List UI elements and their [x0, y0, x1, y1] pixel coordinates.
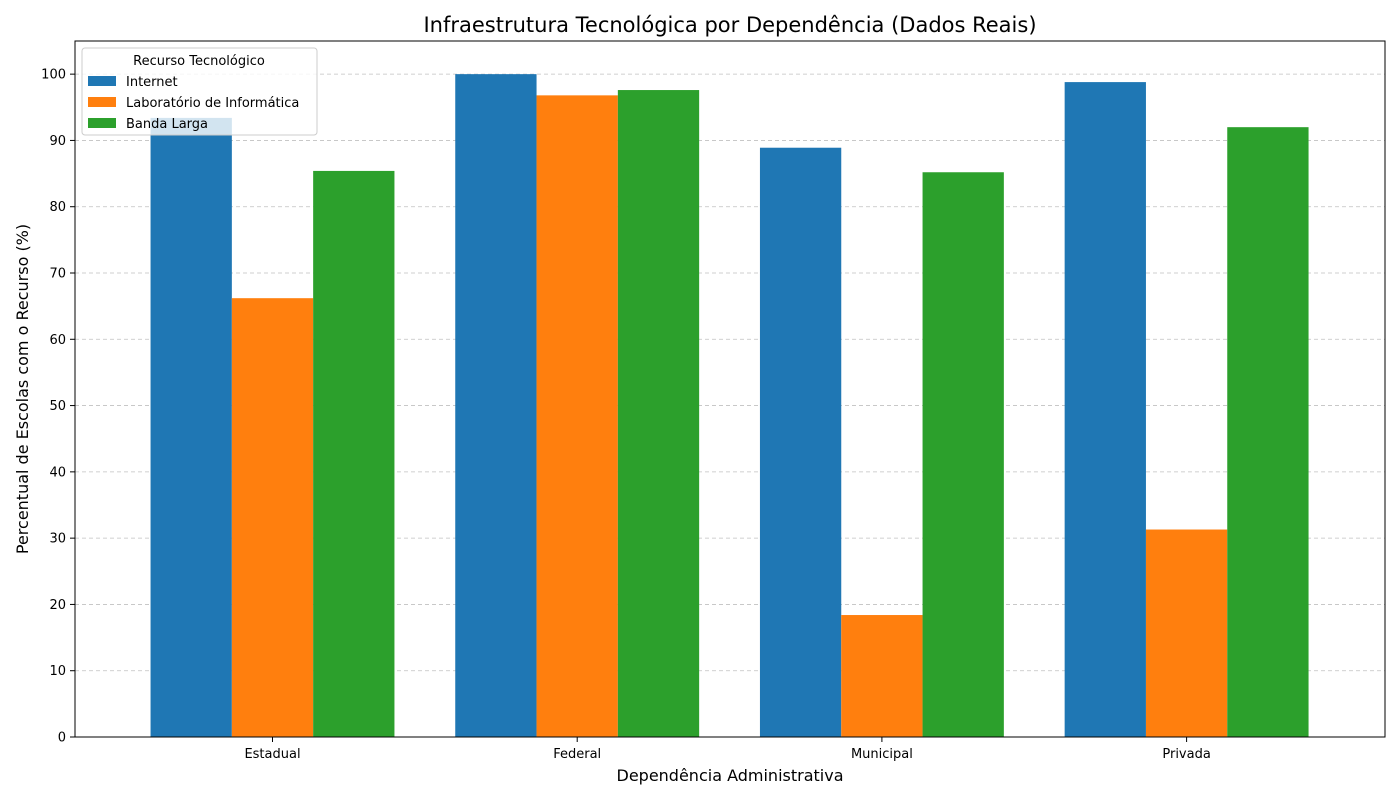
bar-municipal-2: [841, 615, 923, 737]
bar-federal-2: [536, 95, 618, 737]
legend-entry: Laboratório de Informática: [126, 96, 299, 111]
bar-federal-1: [455, 74, 537, 737]
legend-entry: Banda Larga: [126, 117, 208, 132]
bar-estadual-2: [231, 298, 314, 737]
y-tick-label: 70: [49, 267, 66, 282]
legend-entry: Internet: [126, 75, 178, 90]
y-tick-label: 0: [58, 731, 66, 746]
legend-items: Internet Laboratório de Informática Banda …: [88, 75, 299, 132]
bar-privada-3: [1227, 127, 1309, 737]
legend-swatch: [88, 76, 116, 86]
x-tick-label: Estadual: [244, 747, 300, 762]
x-tick-label: Federal: [553, 747, 601, 762]
x-axis-label: Dependência Administrativa: [617, 766, 844, 785]
y-tick-label: 60: [49, 333, 66, 348]
x-tick-label: Municipal: [851, 747, 913, 762]
y-tick-label: 40: [49, 465, 66, 480]
legend: Recurso Tecnológico Internet Laboratório …: [81, 47, 318, 136]
plot-area-frame: [74, 40, 1386, 738]
bar-privada-2: [1145, 529, 1228, 737]
y-tick-label: 90: [49, 134, 66, 149]
bars: [150, 74, 1309, 738]
chart-title: Infraestrutura Tecnológica por Dependênc…: [423, 13, 1036, 37]
x-axis: Estadual Federal Municipal Privada: [244, 737, 1211, 762]
y-tick-label: 20: [49, 598, 66, 613]
bar-municipal-1: [759, 147, 842, 738]
y-axis: 0 10 20 30 40 50 60 70 80 90 100: [41, 68, 75, 746]
y-tick-label: 10: [49, 664, 66, 679]
y-tick-label: 50: [49, 399, 66, 414]
legend-swatch: [88, 97, 116, 107]
bar-privada-1: [1064, 82, 1146, 737]
bar-federal-3: [617, 90, 700, 737]
bar-municipal-3: [922, 172, 1004, 737]
y-tick-label: 30: [49, 532, 66, 547]
y-tick-label: 100: [41, 68, 66, 83]
bar-estadual-3: [313, 170, 395, 738]
x-tick-label: Privada: [1162, 747, 1210, 762]
y-axis-label: Percentual de Escolas com o Recurso (%): [13, 224, 32, 554]
legend-swatch: [88, 118, 116, 128]
legend-box: [81, 47, 318, 136]
legend-title: Recurso Tecnológico: [133, 54, 265, 69]
y-tick-label: 80: [49, 200, 66, 215]
bar-estadual-1: [150, 117, 232, 738]
